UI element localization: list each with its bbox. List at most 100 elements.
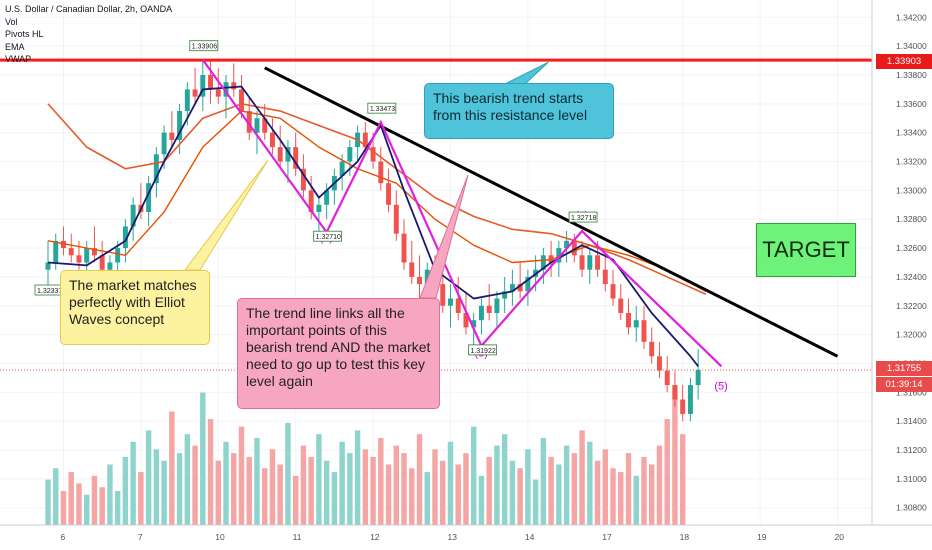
pivot-box bbox=[468, 344, 497, 356]
volume-bar bbox=[254, 437, 260, 525]
indicator-pivots[interactable]: Pivots HL bbox=[5, 29, 44, 39]
price-tick-label: 1.33400 bbox=[896, 128, 927, 138]
price-tick-label: 1.31200 bbox=[896, 445, 927, 455]
volume-bar bbox=[53, 468, 59, 525]
elliott-wave-path bbox=[201, 59, 723, 368]
candlesticks bbox=[45, 59, 701, 422]
resistance-callout-pointer bbox=[504, 61, 549, 85]
elliott-callout[interactable]: The market matches perfectly with Elliot… bbox=[60, 270, 210, 345]
volume-bar bbox=[447, 441, 454, 525]
trendline-callout[interactable]: The trend line links all the important p… bbox=[237, 298, 440, 409]
time-tick-label: 20 bbox=[834, 532, 844, 542]
indicator-ema[interactable]: EMA bbox=[5, 41, 25, 52]
volume-bar bbox=[354, 430, 361, 525]
resistance-callout[interactable]: This bearish trend starts from this resi… bbox=[424, 83, 614, 139]
candle-body bbox=[192, 89, 198, 97]
candle-body bbox=[626, 312, 631, 328]
candle-body bbox=[393, 204, 399, 234]
volume-bar bbox=[424, 472, 430, 525]
volume-bar bbox=[548, 456, 554, 525]
candle-body bbox=[540, 255, 546, 270]
volume-bar bbox=[679, 434, 686, 525]
volume-bar bbox=[509, 460, 516, 525]
candle-body bbox=[664, 370, 670, 386]
volume-bar bbox=[378, 437, 384, 525]
countdown-tag: 01:39:14 bbox=[876, 377, 932, 392]
candle-body bbox=[440, 284, 446, 306]
volume-bar bbox=[184, 434, 191, 525]
target-box[interactable]: TARGET bbox=[756, 223, 856, 277]
candle-body bbox=[285, 147, 291, 162]
indicator-vol[interactable]: Vol bbox=[5, 16, 18, 27]
volume-bar bbox=[478, 475, 485, 525]
volume-bar bbox=[455, 464, 461, 525]
candle-body bbox=[99, 255, 105, 270]
price-tick-label: 1.33800 bbox=[896, 70, 927, 80]
candle-body bbox=[122, 226, 128, 249]
time-tick-label: 17 bbox=[602, 532, 612, 542]
volume-bar bbox=[517, 468, 523, 525]
volume-bar bbox=[540, 437, 547, 525]
volume-bar bbox=[556, 464, 562, 525]
volume-bar bbox=[231, 453, 237, 525]
volume-bar bbox=[571, 453, 578, 525]
candle-body bbox=[409, 262, 415, 277]
candle-body bbox=[161, 132, 167, 155]
candle-body bbox=[478, 305, 484, 321]
candle-body bbox=[401, 233, 407, 263]
candle-body bbox=[339, 161, 345, 176]
pivot-label: 1.33473 bbox=[370, 106, 395, 113]
candle-body bbox=[641, 320, 647, 342]
candle-body bbox=[502, 291, 508, 299]
candle-body bbox=[370, 147, 376, 162]
volume-bar bbox=[83, 494, 90, 525]
volume-bar bbox=[223, 441, 229, 525]
candle-body bbox=[494, 298, 500, 313]
price-tick-label: 1.32000 bbox=[896, 330, 927, 340]
volume-bar bbox=[486, 456, 492, 525]
pivot-box bbox=[313, 230, 343, 242]
candle-body bbox=[680, 399, 686, 414]
drawings bbox=[0, 58, 872, 371]
candle-body bbox=[246, 111, 252, 133]
candle-body bbox=[61, 240, 66, 249]
pivot-label: 1.32718 bbox=[571, 215, 596, 222]
candle-body bbox=[378, 161, 384, 184]
volume-bar bbox=[76, 483, 82, 525]
candle-body bbox=[153, 154, 159, 184]
candle-body bbox=[517, 284, 523, 292]
volume-bar bbox=[68, 472, 74, 525]
symbol-title: U.S. Dollar / Canadian Dollar, 2h, OANDA bbox=[5, 4, 173, 14]
volume-bar bbox=[385, 464, 392, 525]
candle-body bbox=[53, 240, 59, 263]
candle-body bbox=[362, 132, 368, 148]
volume-bar bbox=[602, 449, 608, 525]
candle-body bbox=[293, 147, 299, 169]
candle-body bbox=[448, 298, 453, 306]
candle-body bbox=[177, 111, 183, 140]
ema-line bbox=[47, 110, 707, 292]
indicator-vwap[interactable]: VWAP bbox=[5, 54, 32, 64]
time-tick-label: 6 bbox=[60, 532, 65, 542]
resistance-price-tag: 1.33903 bbox=[876, 54, 932, 69]
volume-bar bbox=[649, 464, 655, 525]
pivot-box bbox=[189, 40, 219, 52]
candle-body bbox=[417, 276, 422, 285]
trend-line bbox=[264, 66, 839, 358]
candle-body bbox=[45, 262, 51, 270]
candle-body bbox=[254, 118, 260, 133]
volume-bar bbox=[494, 445, 500, 525]
candle-body bbox=[571, 240, 577, 256]
price-tick-label: 1.32800 bbox=[896, 214, 927, 224]
candle-body bbox=[269, 132, 275, 148]
pivot-box bbox=[367, 102, 397, 114]
price-tick-label: 1.31000 bbox=[896, 474, 927, 484]
candle-body bbox=[602, 269, 608, 285]
chart-legend: U.S. Dollar / Canadian Dollar, 2h, OANDA… bbox=[5, 3, 172, 66]
pivot-label: 1.33906 bbox=[192, 44, 217, 51]
candle-body bbox=[277, 147, 283, 162]
candle-body bbox=[556, 248, 562, 263]
volume-bar bbox=[238, 426, 245, 525]
volume-bar bbox=[308, 456, 314, 525]
